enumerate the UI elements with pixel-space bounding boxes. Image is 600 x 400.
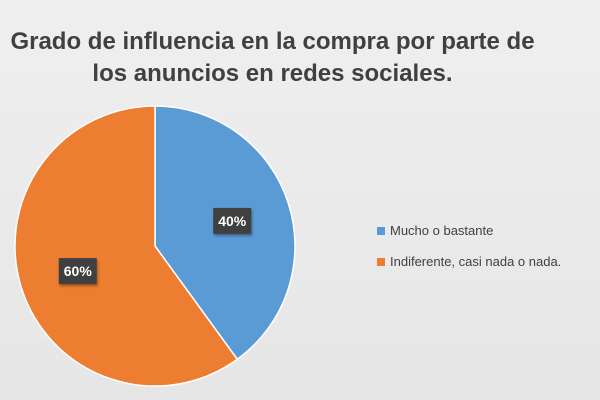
chart-title-line-2: los anuncios en redes sociales.: [92, 60, 453, 87]
legend-label-indiferente: Indiferente, casi nada o nada.: [390, 254, 562, 269]
pie-slice-indiferente[interactable]: [14, 105, 239, 387]
legend-item-indiferente[interactable]: Indiferente, casi nada o nada.: [377, 253, 561, 270]
data-label-text-indiferente: 60%: [64, 263, 93, 279]
data-label-text-mucho: 40%: [218, 213, 247, 229]
data-label-box-indiferente: [58, 258, 97, 285]
data-label-indiferente: 60%: [58, 258, 97, 285]
legend: Mucho o bastante Indiferente, casi nada …: [377, 222, 561, 284]
chart-title: Grado de influencia en la compra por par…: [0, 26, 545, 90]
legend-label-mucho: Mucho o bastante: [390, 223, 494, 238]
legend-item-mucho[interactable]: Mucho o bastante: [377, 222, 561, 239]
chart-title-line-1: Grado de influencia en la compra por par…: [10, 28, 535, 55]
data-label-box-mucho: [213, 207, 252, 234]
legend-swatch-indiferente: [377, 257, 385, 266]
data-label-mucho: 40%: [213, 207, 252, 234]
legend-swatch-mucho: [377, 226, 385, 235]
